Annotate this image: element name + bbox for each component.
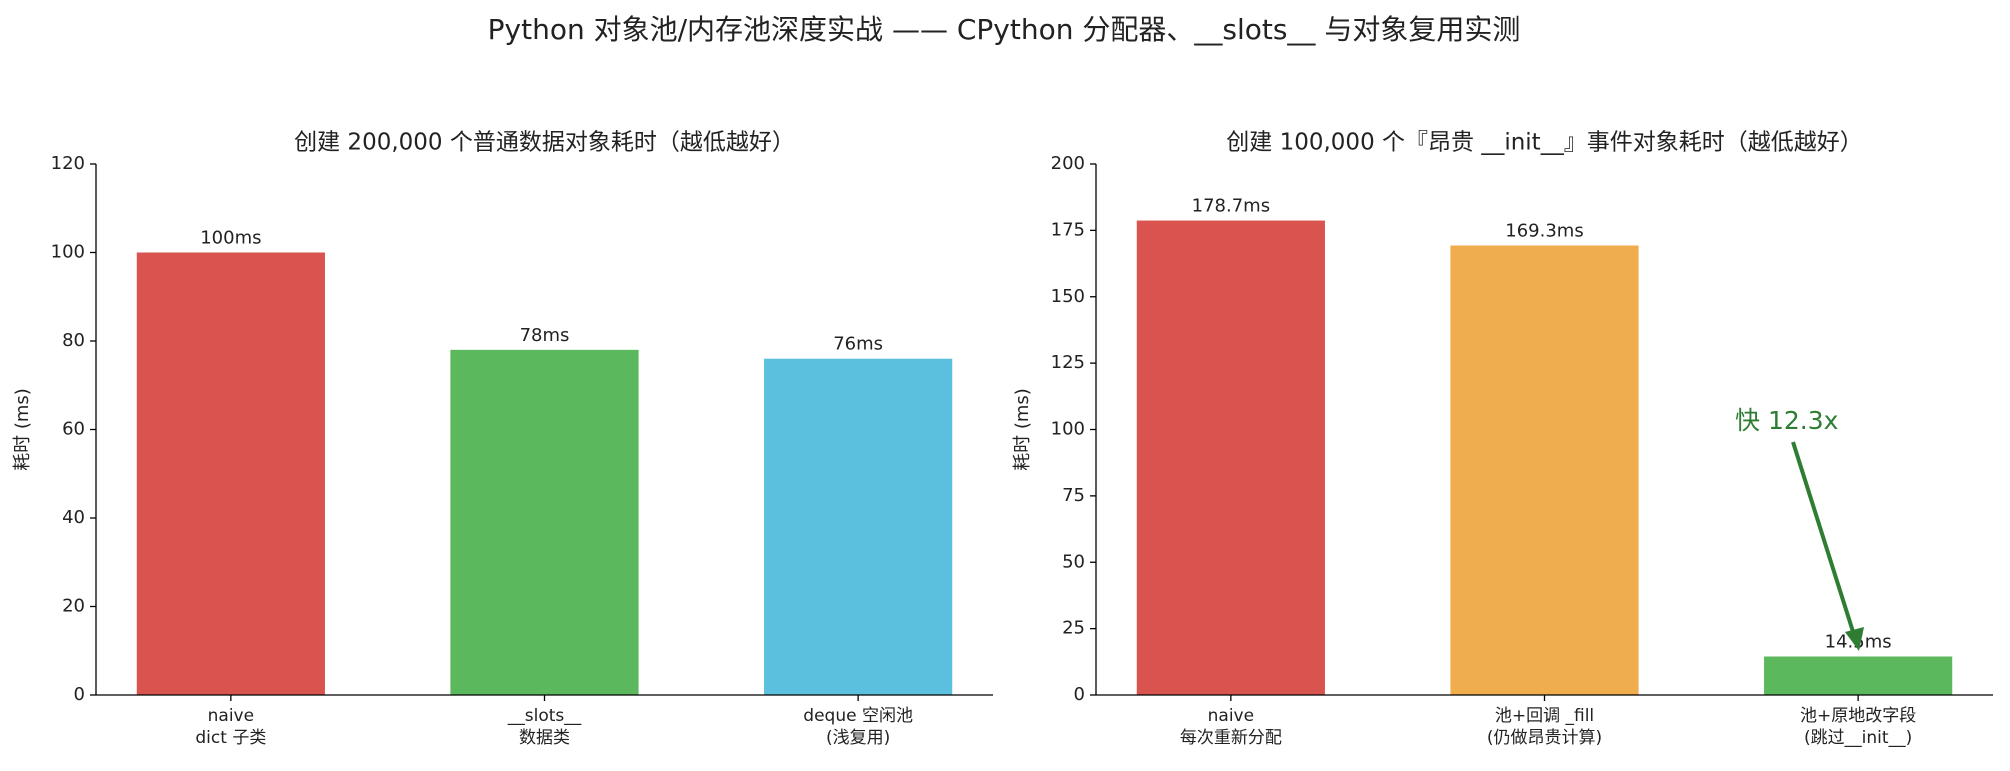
y-tick-label: 25 [1062,618,1085,639]
bar [1450,245,1639,696]
x-tick-label: deque 空闲池 (浅复用) [803,706,913,748]
bar [1764,656,1953,695]
x-tick-label: 池+回调 _fill (仍做昂贵计算) [1486,706,1603,748]
y-tick-label: 120 [51,153,85,174]
value-label: 100ms [200,228,261,249]
y-tick-label: 50 [1062,551,1085,572]
bar [1136,220,1325,695]
y-tick-label: 100 [1051,419,1085,440]
value-label: 169.3ms [1505,221,1583,242]
x-tick-label: __slots__ 数据类 [507,706,582,748]
y-axis-label: 耗时 (ms) [1012,388,1033,471]
x-tick-label: naive dict 子类 [195,706,267,748]
y-tick-label: 175 [1051,219,1085,240]
y-tick-label: 100 [51,242,85,263]
annotation: 快 12.3x [1735,406,1838,435]
bar [764,358,953,695]
bar [136,252,325,695]
value-label: 178.7ms [1192,196,1270,217]
x-tick-label: 池+原地改字段 (跳过__init__) [1800,706,1917,748]
x-tick-label: naive 每次重新分配 [1179,706,1282,748]
bar [450,349,639,695]
y-axis-label: 耗时 (ms) [12,388,33,471]
annotation-arrow [1791,441,1857,639]
value-label: 78ms [520,325,570,346]
value-label: 76ms [833,334,883,355]
y-tick-label: 0 [1074,684,1085,705]
y-tick-label: 200 [1051,153,1085,174]
figure-title: Python 对象池/内存池深度实战 —— CPython 分配器、__slot… [488,13,1521,46]
y-tick-label: 20 [62,596,85,617]
y-tick-label: 0 [74,684,85,705]
y-tick-label: 80 [62,330,85,351]
y-tick-label: 150 [1051,286,1085,307]
annotation-arrowhead [1845,627,1864,651]
chart-title: 创建 100,000 个『昂贵 __init__』事件对象耗时（越低越好） [1226,130,1862,156]
y-tick-label: 40 [62,507,85,528]
chart-title: 创建 200,000 个普通数据对象耗时（越低越好） [294,130,795,156]
y-tick-label: 60 [62,419,85,440]
y-tick-label: 125 [1051,352,1085,373]
y-tick-label: 75 [1062,485,1085,506]
